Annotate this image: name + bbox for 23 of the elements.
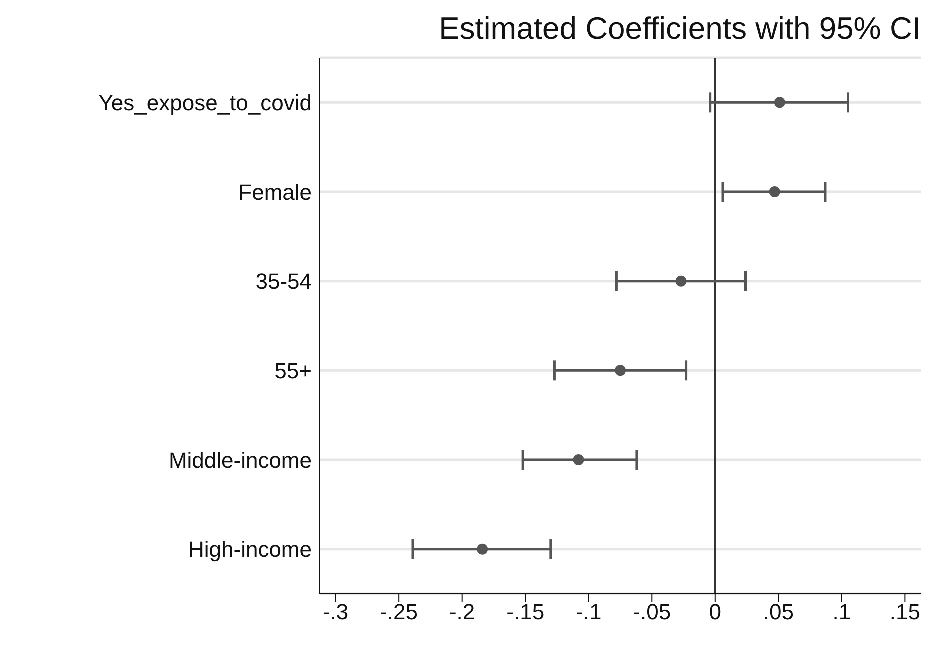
x-tick-label: -.25	[380, 600, 418, 625]
y-tick-label: 35-54	[256, 269, 312, 294]
x-tick-label: -.15	[506, 600, 545, 625]
point	[774, 97, 786, 108]
x-tick-label: -.05	[633, 600, 672, 625]
point	[769, 186, 780, 198]
chart-title: Estimated Coefficients with 95% CI	[438, 10, 922, 48]
x-tick-label: -.1	[576, 600, 602, 625]
x-tick-label: .1	[832, 600, 852, 625]
point	[573, 454, 584, 466]
x-tick-label: .05	[763, 600, 794, 625]
x-tick-label: .15	[890, 600, 920, 625]
x-tick-label: -.3	[322, 600, 349, 625]
point	[477, 544, 488, 555]
y-tick-label: 55+	[274, 358, 312, 384]
y-tick-label: Female	[238, 180, 312, 205]
x-tick-label: -.2	[450, 600, 476, 625]
y-tick-label: Yes_expose_to_covid	[98, 90, 312, 116]
y-tick-label: Middle-income	[168, 448, 312, 473]
y-tick-label: High-income	[188, 537, 312, 562]
point	[615, 365, 626, 376]
point	[676, 276, 687, 287]
x-tick-label: 0	[709, 600, 722, 625]
